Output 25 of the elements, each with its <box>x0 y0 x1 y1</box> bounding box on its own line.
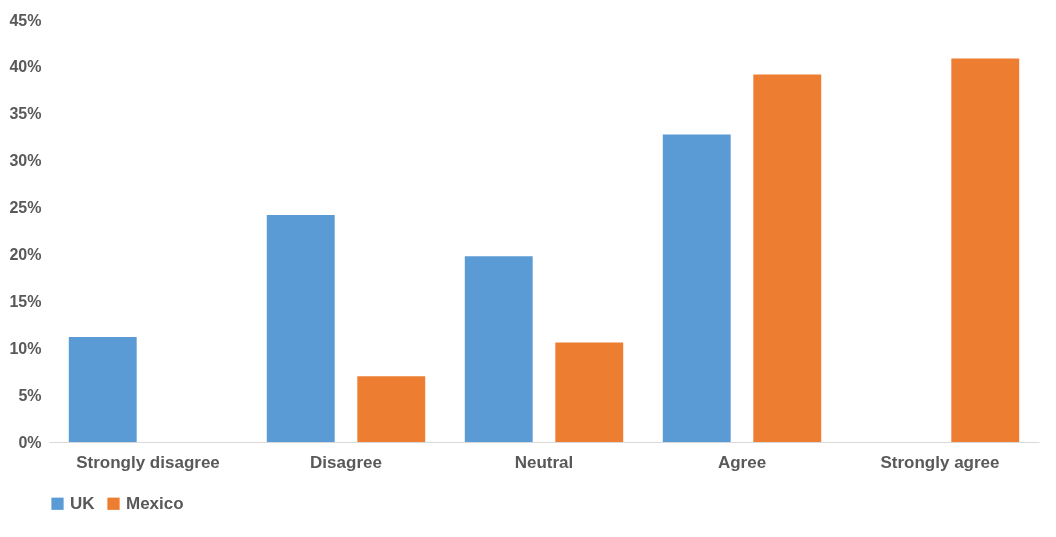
y-tick-label: 10% <box>9 339 42 357</box>
bar <box>555 342 624 442</box>
y-tick-label: 25% <box>9 199 42 217</box>
legend-label: UK <box>70 493 96 513</box>
bar <box>266 215 335 442</box>
bar <box>662 134 731 442</box>
bar <box>464 256 533 442</box>
x-tick-label: Disagree <box>310 452 382 472</box>
bar <box>753 74 822 442</box>
bar <box>357 376 426 442</box>
y-tick-label: 45% <box>9 11 42 29</box>
x-tick-label: Strongly agree <box>880 452 1000 472</box>
legend-label: Mexico <box>126 493 184 513</box>
x-tick-label: Agree <box>717 452 767 472</box>
y-tick-label: 5% <box>18 386 42 404</box>
bar <box>951 58 1020 442</box>
y-tick-label: 20% <box>9 245 42 263</box>
x-tick-label: Neutral <box>514 452 574 472</box>
y-tick-label: 30% <box>9 152 42 170</box>
y-tick-label: 40% <box>9 58 42 76</box>
y-tick-label: 35% <box>9 105 42 123</box>
y-tick-label: 0% <box>18 433 42 451</box>
y-tick-label: 15% <box>9 292 42 310</box>
bar <box>68 336 137 442</box>
x-tick-label: Strongly disagree <box>76 452 220 472</box>
